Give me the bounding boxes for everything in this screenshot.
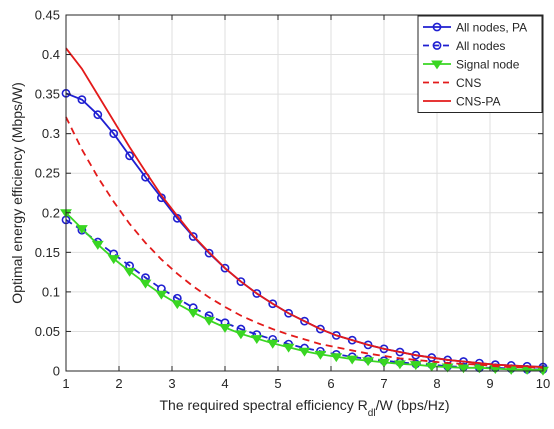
data-point-signal-node bbox=[330, 353, 343, 363]
y-tick-label: 0.1 bbox=[42, 284, 60, 299]
legend-label-cns-pa: CNS-PA bbox=[456, 95, 500, 109]
x-tick-label: 10 bbox=[536, 376, 550, 391]
series-line-cns bbox=[65, 116, 544, 369]
legend: All nodes, PA All nodes Signal node CNS CNS-… bbox=[417, 15, 543, 113]
y-tick-label: 0.05 bbox=[35, 324, 60, 339]
data-point-signal-node bbox=[425, 362, 438, 372]
data-point-all-nodes-pa bbox=[109, 129, 119, 139]
legend-label-signal-node: Signal node bbox=[456, 58, 520, 72]
x-tick-label: 4 bbox=[221, 376, 228, 391]
x-axis-label-suffix: /W (bps/Hz) bbox=[376, 397, 450, 413]
data-point-signal-node bbox=[123, 267, 136, 277]
data-point-signal-node bbox=[266, 339, 279, 349]
y-tick-label: 0.45 bbox=[35, 8, 60, 23]
data-point-all-nodes-pa bbox=[347, 335, 357, 345]
data-point-signal-node bbox=[234, 330, 247, 340]
data-point-signal-node bbox=[219, 323, 231, 333]
data-point-signal-node bbox=[155, 290, 168, 300]
y-tick-label: 0 bbox=[53, 364, 60, 379]
y-tick-label: 0.25 bbox=[35, 166, 60, 181]
series-layer bbox=[60, 47, 549, 376]
data-point-signal-node bbox=[187, 308, 200, 318]
data-point-all-nodes-pa bbox=[93, 110, 103, 120]
data-point-all-nodes-pa bbox=[236, 277, 246, 287]
data-point-signal-node bbox=[171, 300, 184, 310]
x-axis-label: The required spectral efficiency Rdl/W (… bbox=[160, 397, 450, 419]
legend-items: All nodes, PA All nodes Signal node CNS CNS-… bbox=[423, 21, 527, 109]
data-point-signal-node bbox=[362, 357, 375, 367]
x-tick-label: 2 bbox=[115, 376, 122, 391]
series-line-all-nodes-pa bbox=[65, 92, 544, 368]
x-axis-label-main: The required spectral efficiency R bbox=[160, 397, 368, 413]
legend-label-cns: CNS bbox=[456, 76, 481, 90]
series-cns bbox=[65, 116, 544, 369]
legend-item-all-nodes: All nodes bbox=[423, 39, 505, 53]
y-tick-label: 0.2 bbox=[42, 205, 60, 220]
plot-frame bbox=[65, 14, 544, 372]
x-tick-label: 5 bbox=[274, 376, 281, 391]
data-point-signal-node bbox=[203, 316, 216, 326]
y-tick-label: 0.35 bbox=[35, 87, 60, 102]
legend-label-all-nodes: All nodes bbox=[456, 39, 505, 53]
data-point-signal-node bbox=[457, 364, 470, 374]
x-tick-label: 7 bbox=[380, 376, 387, 391]
legend-item-cns: CNS bbox=[423, 76, 481, 90]
data-point-all-nodes-pa bbox=[331, 330, 341, 340]
ticks: 1 2 3 4 5 6 7 8 9 10 0 0.05 0.1 0.15 0.2 0.25 0.3 0.35 0.4… bbox=[35, 8, 551, 392]
series-cns-pa bbox=[65, 47, 544, 368]
y-axis-label: Optimal energy efficiency (Mbps/W) bbox=[9, 82, 25, 303]
data-point-signal-node bbox=[282, 343, 295, 353]
data-point-signal-node bbox=[139, 279, 152, 289]
data-point-signal-node bbox=[75, 225, 88, 235]
data-point-all-nodes-pa bbox=[315, 324, 325, 334]
series-line-all-nodes bbox=[65, 219, 543, 371]
legend-marker-signal-node bbox=[431, 60, 443, 70]
data-point-signal-node bbox=[378, 358, 390, 368]
data-point-all-nodes-pa bbox=[300, 316, 309, 326]
x-tick-label: 1 bbox=[62, 376, 69, 391]
legend-item-cns-pa: CNS-PA bbox=[423, 95, 500, 109]
data-point-all-nodes-pa bbox=[188, 232, 198, 241]
legend-marker-all-nodes bbox=[432, 41, 442, 50]
data-point-signal-node bbox=[473, 364, 486, 374]
data-point-signal-node bbox=[441, 363, 454, 373]
x-tick-label: 8 bbox=[433, 376, 440, 391]
x-tick-label: 9 bbox=[486, 376, 493, 391]
legend-item-signal-node: Signal node bbox=[423, 58, 520, 72]
y-tick-label: 0.15 bbox=[35, 245, 60, 260]
data-point-all-nodes-pa bbox=[220, 263, 230, 273]
data-point-signal-node bbox=[314, 350, 327, 360]
data-point-signal-node bbox=[393, 360, 406, 370]
data-point-all-nodes-pa bbox=[252, 289, 262, 298]
legend-marker-all-nodes-pa bbox=[432, 22, 442, 32]
data-point-all-nodes-pa bbox=[268, 299, 278, 309]
data-point-signal-node bbox=[91, 240, 104, 250]
data-point-signal-node bbox=[250, 335, 263, 344]
data-point-all-nodes-pa bbox=[204, 248, 214, 258]
data-point-all-nodes-pa bbox=[77, 95, 87, 105]
data-point-signal-node bbox=[346, 355, 359, 365]
data-point-all-nodes-pa bbox=[125, 151, 135, 161]
data-point-all-nodes-pa bbox=[284, 308, 293, 318]
y-tick-label: 0.3 bbox=[42, 126, 60, 141]
series-line-cns-pa bbox=[65, 47, 544, 368]
x-tick-label: 6 bbox=[327, 376, 334, 391]
x-tick-label: 3 bbox=[168, 376, 175, 391]
x-axis-label-subscript: dl bbox=[368, 408, 376, 419]
series-signal-node bbox=[60, 209, 549, 376]
y-tick-label: 0.4 bbox=[42, 47, 60, 62]
data-point-signal-node bbox=[409, 361, 422, 371]
data-point-signal-node bbox=[298, 347, 311, 357]
legend-label-all-nodes-pa: All nodes, PA bbox=[456, 21, 527, 35]
legend-item-all-nodes-pa: All nodes, PA bbox=[423, 21, 527, 35]
data-point-signal-node bbox=[107, 255, 120, 265]
